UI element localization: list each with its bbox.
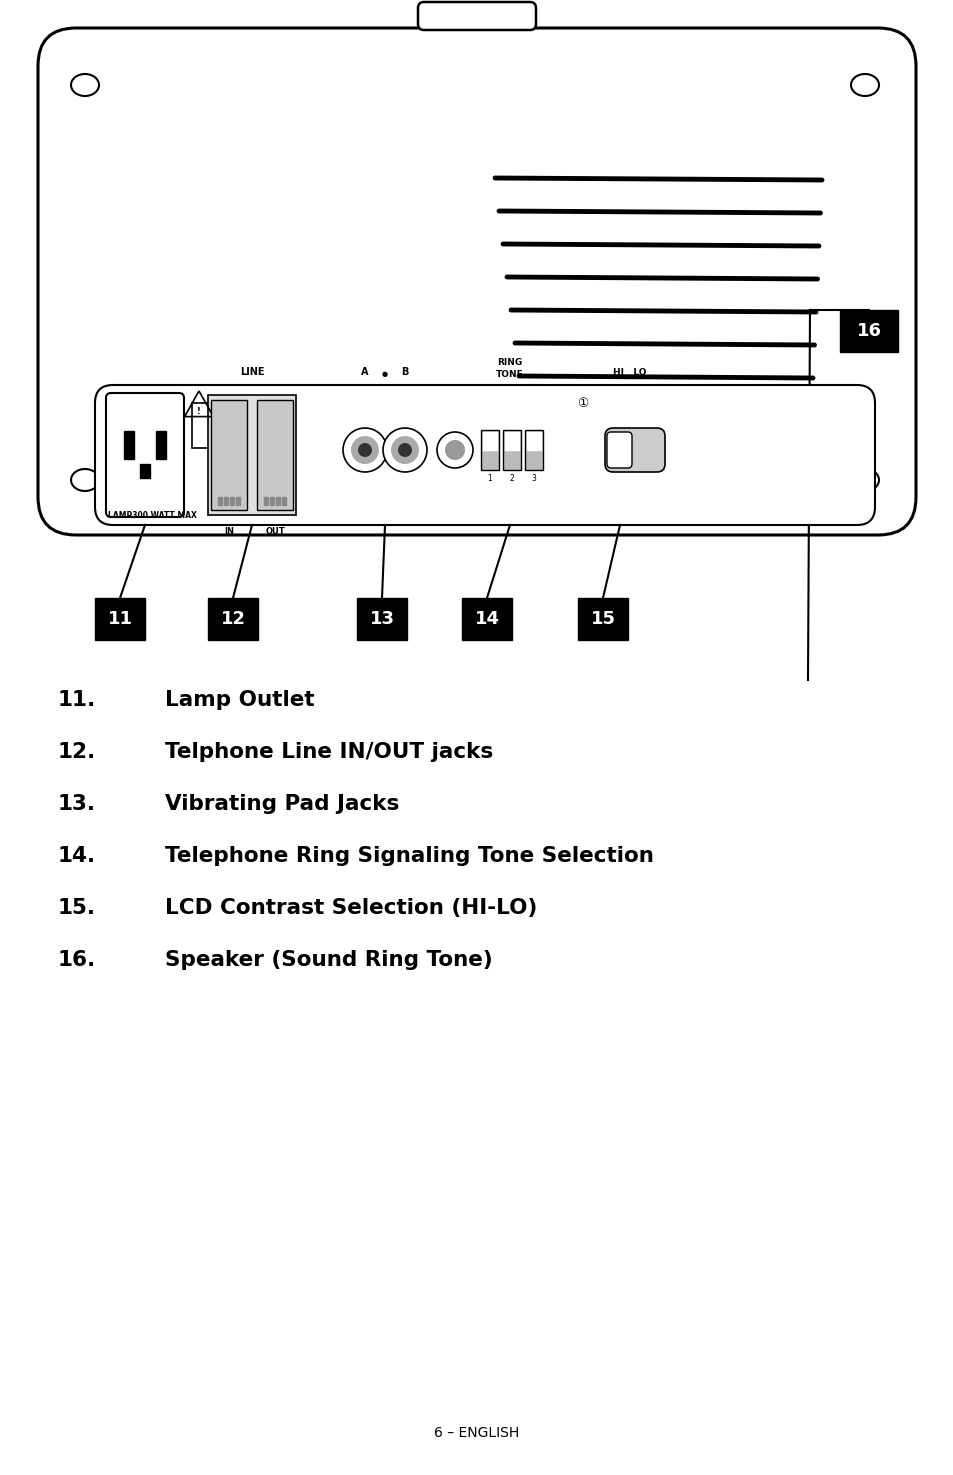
Text: 16: 16: [856, 322, 881, 341]
Text: LINE: LINE: [239, 367, 264, 378]
Bar: [208, 395, 295, 515]
Text: 12.: 12.: [58, 742, 96, 763]
Bar: [275, 497, 280, 504]
Circle shape: [382, 428, 427, 472]
Text: IN: IN: [224, 527, 233, 535]
Circle shape: [436, 432, 473, 468]
Text: LCD Contrast Selection (HI-LO): LCD Contrast Selection (HI-LO): [165, 898, 537, 917]
Bar: [480, 431, 498, 471]
Text: TONE: TONE: [496, 370, 523, 379]
Bar: [124, 431, 133, 459]
Text: 16.: 16.: [58, 950, 96, 971]
Bar: [270, 497, 274, 504]
Text: 11.: 11.: [58, 690, 96, 709]
Bar: [502, 431, 520, 471]
Text: Speaker (Sound Ring Tone): Speaker (Sound Ring Tone): [165, 950, 493, 971]
Circle shape: [351, 437, 378, 465]
Bar: [156, 431, 166, 459]
Bar: [95, 597, 145, 640]
Circle shape: [391, 437, 418, 465]
Bar: [218, 497, 222, 504]
Text: 12: 12: [220, 611, 245, 628]
Text: Vibrating Pad Jacks: Vibrating Pad Jacks: [165, 794, 399, 814]
Bar: [192, 403, 222, 448]
Bar: [482, 432, 497, 450]
Circle shape: [397, 442, 412, 457]
Text: 13: 13: [369, 611, 395, 628]
Text: 6 – ENGLISH: 6 – ENGLISH: [434, 1426, 519, 1440]
Text: ①: ①: [577, 397, 588, 410]
Text: 15: 15: [590, 611, 615, 628]
Bar: [524, 431, 542, 471]
Text: Telephone Ring Signaling Tone Selection: Telephone Ring Signaling Tone Selection: [165, 847, 653, 866]
Text: OUT: OUT: [265, 527, 285, 535]
Text: A: A: [361, 367, 369, 378]
Circle shape: [444, 440, 464, 460]
Text: 15.: 15.: [58, 898, 96, 917]
Text: LAMP300 WATT MAX: LAMP300 WATT MAX: [108, 510, 196, 521]
Bar: [282, 497, 286, 504]
Circle shape: [343, 428, 387, 472]
Text: 11: 11: [108, 611, 132, 628]
Text: 13.: 13.: [58, 794, 96, 814]
Bar: [208, 597, 257, 640]
Bar: [356, 597, 407, 640]
Bar: [256, 400, 293, 510]
Bar: [840, 310, 897, 353]
Text: 2: 2: [509, 473, 514, 482]
FancyBboxPatch shape: [106, 392, 184, 518]
Bar: [578, 597, 627, 640]
Text: HI   LO: HI LO: [613, 367, 646, 378]
Text: 1: 1: [487, 473, 492, 482]
FancyBboxPatch shape: [604, 428, 664, 472]
FancyBboxPatch shape: [417, 1, 536, 30]
Text: RING: RING: [497, 358, 522, 367]
Ellipse shape: [71, 469, 99, 491]
Bar: [504, 432, 518, 450]
Circle shape: [357, 442, 372, 457]
Bar: [230, 497, 233, 504]
Ellipse shape: [71, 74, 99, 96]
Bar: [526, 432, 540, 450]
Text: !: !: [197, 407, 201, 416]
Ellipse shape: [850, 74, 878, 96]
Bar: [235, 497, 240, 504]
Text: Telphone Line IN/OUT jacks: Telphone Line IN/OUT jacks: [165, 742, 493, 763]
Bar: [140, 465, 150, 478]
FancyBboxPatch shape: [38, 28, 915, 535]
FancyBboxPatch shape: [606, 432, 631, 468]
Text: 3: 3: [531, 473, 536, 482]
Text: ●: ●: [381, 372, 388, 378]
Bar: [211, 400, 247, 510]
Text: 14: 14: [474, 611, 499, 628]
Ellipse shape: [850, 469, 878, 491]
Text: Lamp Outlet: Lamp Outlet: [165, 690, 314, 709]
FancyBboxPatch shape: [95, 385, 874, 525]
Bar: [461, 597, 512, 640]
Bar: [224, 497, 228, 504]
Text: 14.: 14.: [58, 847, 96, 866]
Bar: [264, 497, 268, 504]
Text: B: B: [401, 367, 408, 378]
